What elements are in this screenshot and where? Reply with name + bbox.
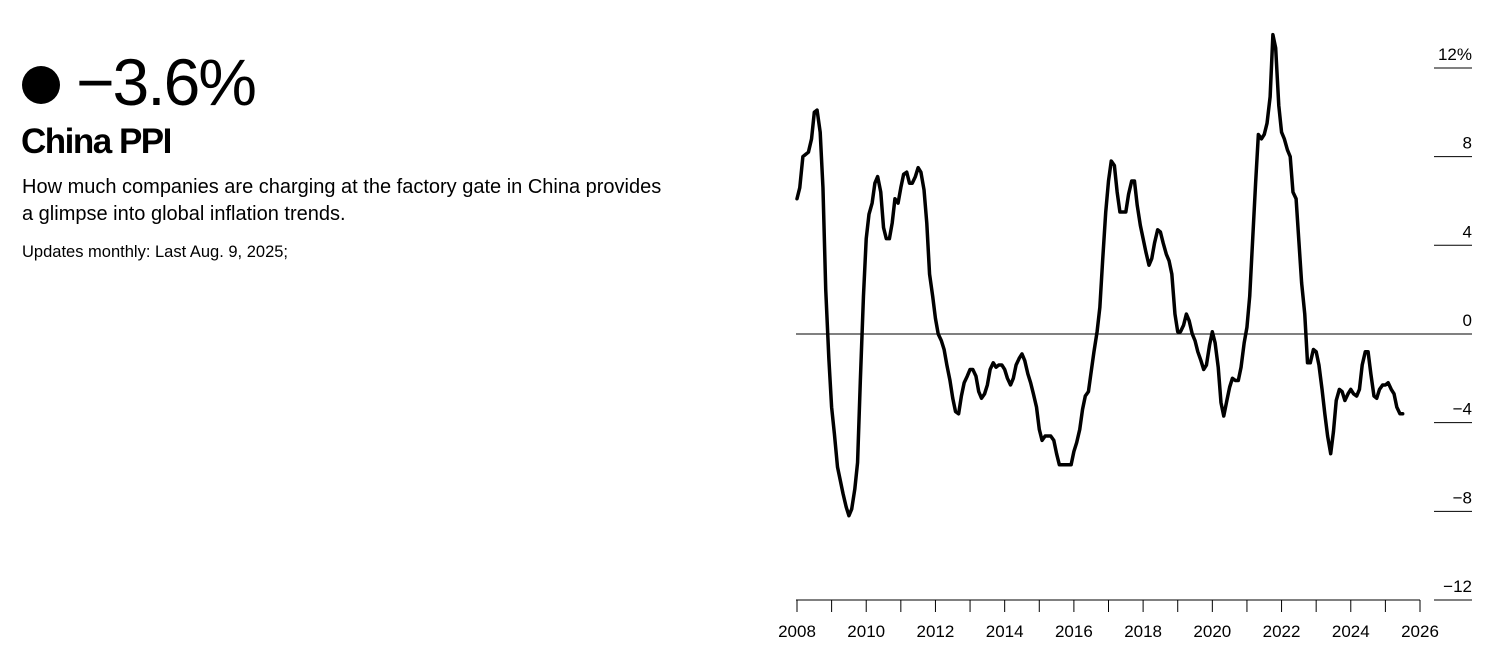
x-tick-label: 2008 <box>778 622 816 641</box>
headline-value: −3.6% <box>76 45 257 119</box>
x-tick-label: 2010 <box>847 622 885 641</box>
x-tick-label: 2020 <box>1193 622 1231 641</box>
x-tick-label: 2016 <box>1055 622 1093 641</box>
y-tick-label: 0 <box>1463 311 1472 330</box>
x-tick-label: 2026 <box>1401 622 1439 641</box>
x-tick-label: 2012 <box>917 622 955 641</box>
y-tick-label: 4 <box>1463 222 1472 241</box>
x-tick-label: 2022 <box>1263 622 1301 641</box>
x-tick-label: 2024 <box>1332 622 1370 641</box>
update-note: Updates monthly: Last Aug. 9, 2025; <box>22 243 289 261</box>
y-tick-label: −4 <box>1453 400 1472 419</box>
y-tick-label: 12% <box>1438 45 1472 64</box>
y-tick-label: −8 <box>1453 488 1472 507</box>
y-tick-label: −12 <box>1443 577 1472 596</box>
y-tick-label: 8 <box>1463 134 1472 153</box>
chart-subtitle: How much companies are charging at the f… <box>22 176 662 225</box>
chart-title: China PPI <box>21 122 172 161</box>
x-tick-label: 2018 <box>1124 622 1162 641</box>
x-tick-label: 2014 <box>986 622 1024 641</box>
status-dot <box>22 66 60 104</box>
data-line <box>795 32 1405 518</box>
